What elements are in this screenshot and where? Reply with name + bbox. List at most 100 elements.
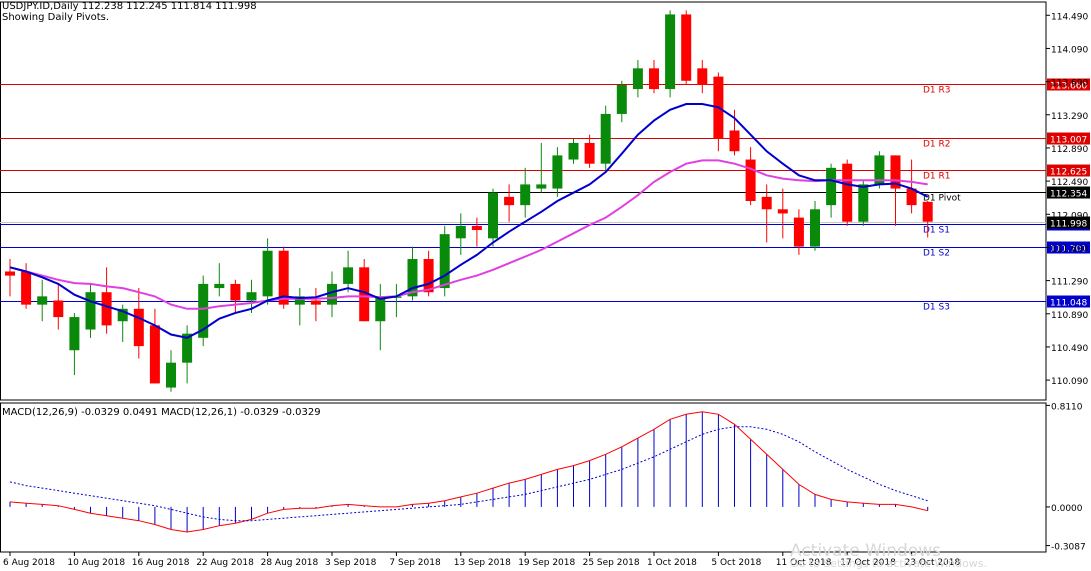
candle-body-36 bbox=[584, 142, 595, 164]
date-tick-label-10: 1 Oct 2018 bbox=[647, 558, 697, 568]
date-tick-label-7: 13 Sep 2018 bbox=[454, 558, 511, 568]
candle-body-8 bbox=[133, 308, 144, 347]
candle-body-35 bbox=[568, 142, 579, 160]
chart-subtitle: Showing Daily Pivots. bbox=[2, 12, 110, 23]
price-tick-label-2: 113.690 bbox=[1051, 79, 1088, 89]
macd-panel bbox=[9, 411, 929, 533]
candle-body-32 bbox=[520, 184, 531, 206]
candle-body-5 bbox=[85, 292, 96, 330]
ma-fast-line bbox=[9, 103, 929, 339]
pivot-price-tag-3 bbox=[1047, 186, 1090, 199]
candle-body-33 bbox=[536, 184, 547, 189]
pivot-price-label-6: 111.048 bbox=[1050, 299, 1087, 309]
pivot-price-label-2: 112.625 bbox=[1050, 168, 1087, 178]
date-tick-label-14: 23 Oct 2018 bbox=[905, 558, 961, 568]
candle-body-38 bbox=[616, 84, 627, 114]
candle-body-57 bbox=[922, 201, 933, 222]
date-tick-label-1: 10 Aug 2018 bbox=[67, 558, 125, 568]
candle-body-42 bbox=[681, 14, 692, 81]
price-tick-label-7: 111.690 bbox=[1051, 244, 1088, 254]
candle-body-30 bbox=[488, 192, 498, 239]
date-tick-label-13: 17 Oct 2018 bbox=[840, 558, 896, 568]
pivot-name-0: D1 R3 bbox=[923, 86, 951, 96]
price-tick-label-4: 112.890 bbox=[1051, 145, 1088, 155]
pivot-name-2: D1 R1 bbox=[923, 172, 951, 182]
macd-main-line bbox=[9, 411, 928, 533]
pivot-lines: D1 R3 113.660 D1 R2 113.007 D1 R1 112.625 D1 P… bbox=[0, 78, 1090, 313]
macd-label: MACD(12,26,9) -0.0329 0.0491 MACD(12,26,… bbox=[2, 407, 321, 418]
pivot-name-3: D1 Pivot bbox=[923, 194, 961, 204]
candle-body-19 bbox=[310, 300, 321, 305]
moving-averages bbox=[9, 103, 929, 339]
current-price-tag bbox=[1047, 216, 1090, 229]
macd-tick-label-1: 0.0000 bbox=[1051, 504, 1083, 514]
macd-panel-frame bbox=[0, 402, 1047, 553]
date-tick-label-5: 3 Sep 2018 bbox=[325, 558, 377, 568]
candle-body-10 bbox=[166, 362, 176, 388]
candle-body-9 bbox=[149, 325, 160, 384]
candle-body-20 bbox=[327, 283, 337, 305]
candle-body-54 bbox=[874, 155, 885, 185]
candle-body-40 bbox=[649, 68, 659, 90]
pivot-price-label-0: 113.660 bbox=[1050, 82, 1087, 92]
candle-body-50 bbox=[810, 209, 820, 247]
pivot-price-tag-1 bbox=[1047, 132, 1090, 145]
date-tick-label-3: 22 Aug 2018 bbox=[196, 558, 254, 568]
pivot-name-4: D1 S1 bbox=[923, 226, 950, 236]
pivot-price-tag-0 bbox=[1047, 78, 1090, 91]
pivot-price-tag-2 bbox=[1047, 164, 1090, 177]
price-tick-label-9: 110.890 bbox=[1051, 311, 1088, 321]
candle-body-49 bbox=[793, 217, 804, 247]
candle-body-18 bbox=[294, 296, 305, 305]
pivot-name-1: D1 R2 bbox=[923, 140, 951, 150]
candle-body-41 bbox=[665, 14, 676, 90]
ma-slow-line bbox=[9, 159, 928, 310]
price-tick-label-10: 110.490 bbox=[1051, 344, 1088, 354]
candle-body-26 bbox=[423, 259, 434, 293]
price-tick-label-6: 112.090 bbox=[1051, 211, 1088, 221]
price-tick-label-1: 114.090 bbox=[1051, 45, 1088, 55]
pivot-price-tag-6 bbox=[1047, 295, 1090, 308]
pivot-name-6: D1 S3 bbox=[923, 303, 950, 313]
candle-body-22 bbox=[359, 267, 370, 322]
price-panel-frame bbox=[0, 1, 1047, 401]
candle-body-53 bbox=[858, 184, 869, 222]
candle-body-11 bbox=[182, 333, 193, 363]
activation-watermark-sub: Go to Settings to activate Windows. bbox=[790, 557, 988, 570]
candle-body-6 bbox=[101, 292, 112, 326]
macd-signal-line bbox=[9, 426, 928, 522]
chart-title: USDJPY.ID,Daily 112.238 112.245 111.814 … bbox=[2, 1, 257, 12]
candle-body-3 bbox=[53, 300, 64, 318]
date-tick-label-2: 16 Aug 2018 bbox=[132, 558, 190, 568]
price-tick-label-3: 113.290 bbox=[1051, 112, 1088, 122]
activation-watermark: Activate Windows bbox=[790, 541, 941, 561]
candle-body-31 bbox=[504, 196, 515, 206]
candle-body-28 bbox=[455, 225, 466, 239]
date-tick-label-12: 11 Oct 2018 bbox=[776, 558, 832, 568]
candle-body-46 bbox=[745, 159, 756, 201]
pivot-price-label-1: 113.007 bbox=[1050, 136, 1087, 146]
candle-body-16 bbox=[262, 250, 273, 297]
date-tick-label-6: 7 Sep 2018 bbox=[389, 558, 441, 568]
candle-body-15 bbox=[246, 292, 257, 301]
candle-body-4 bbox=[69, 317, 80, 351]
candle-body-17 bbox=[278, 250, 289, 305]
candlesticks bbox=[5, 10, 933, 392]
candle-body-23 bbox=[375, 296, 386, 322]
candle-body-14 bbox=[230, 283, 241, 301]
date-tick-label-9: 25 Sep 2018 bbox=[583, 558, 640, 568]
pivot-price-label-3: 112.354 bbox=[1050, 190, 1087, 200]
price-tick-label-0: 114.490 bbox=[1051, 12, 1088, 22]
date-tick-label-0: 6 Aug 2018 bbox=[3, 558, 55, 568]
candle-body-48 bbox=[777, 209, 788, 214]
price-tick-label-11: 110.090 bbox=[1051, 377, 1088, 387]
price-tick-label-5: 112.490 bbox=[1051, 178, 1088, 188]
date-tick-label-8: 19 Sep 2018 bbox=[518, 558, 575, 568]
candle-body-25 bbox=[407, 259, 418, 297]
pivot-price-label-5: 111.701 bbox=[1050, 245, 1087, 255]
date-tick-label-4: 28 Aug 2018 bbox=[261, 558, 319, 568]
macd-tick-label-0: 0.8110 bbox=[1051, 402, 1083, 412]
candle-body-56 bbox=[906, 188, 917, 206]
price-tick-label-8: 111.290 bbox=[1051, 278, 1088, 288]
